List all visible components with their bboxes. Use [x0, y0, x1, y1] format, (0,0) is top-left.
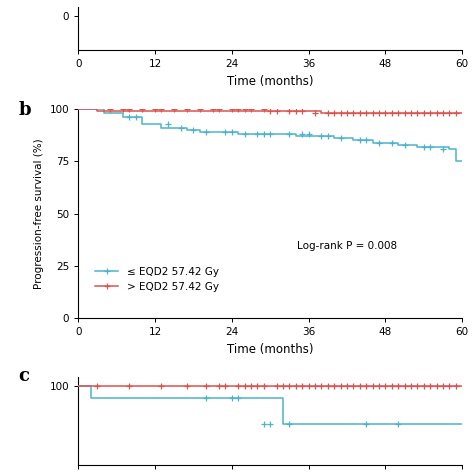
Text: Log-rank P = 0.008: Log-rank P = 0.008	[297, 241, 397, 251]
X-axis label: Time (months): Time (months)	[227, 75, 313, 88]
Text: b: b	[18, 100, 31, 118]
Text: c: c	[18, 367, 30, 385]
Legend: ≤ EQD2 57.42 Gy, > EQD2 57.42 Gy: ≤ EQD2 57.42 Gy, > EQD2 57.42 Gy	[91, 263, 223, 297]
Y-axis label: Progression-free survival (%): Progression-free survival (%)	[34, 138, 44, 289]
X-axis label: Time (months): Time (months)	[227, 343, 313, 356]
